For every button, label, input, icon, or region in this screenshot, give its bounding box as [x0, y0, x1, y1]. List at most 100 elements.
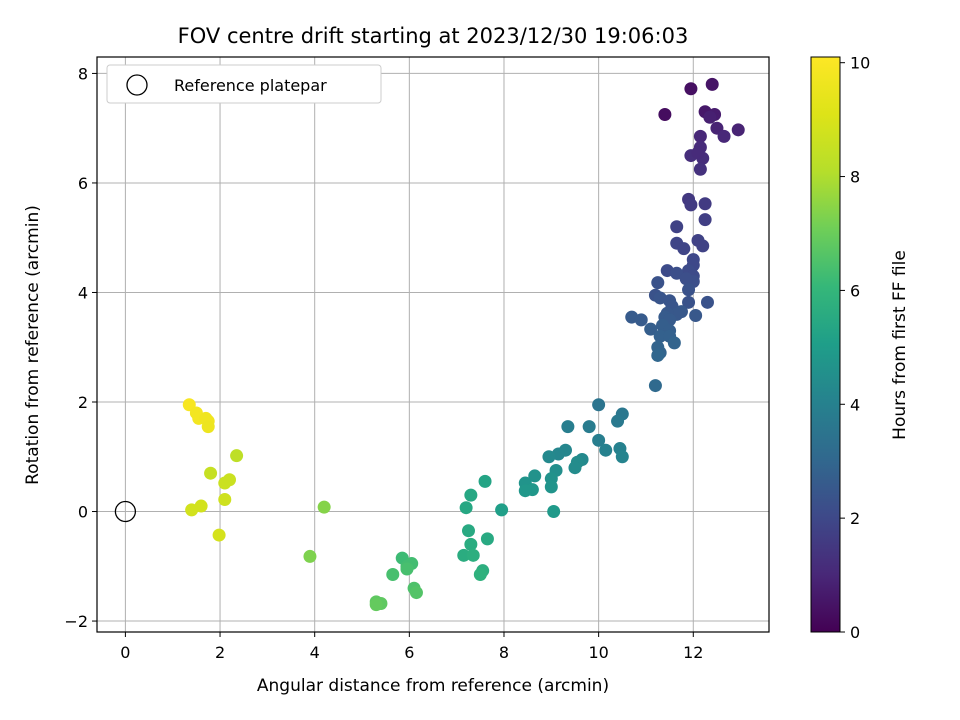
- data-point: [703, 110, 717, 124]
- data-point: [682, 283, 696, 297]
- data-point: [478, 474, 492, 488]
- y-axis-label: Rotation from reference (arcmin): [23, 205, 43, 485]
- data-point: [528, 469, 542, 483]
- legend-label: Reference platepar: [174, 76, 327, 95]
- colorbar-tick-label: 8: [850, 168, 860, 187]
- data-point: [457, 548, 471, 562]
- data-point: [212, 528, 226, 542]
- x-axis-label: Angular distance from reference (arcmin): [257, 676, 609, 696]
- chart-title: FOV centre drift starting at 2023/12/30 …: [178, 24, 689, 48]
- data-point: [677, 242, 691, 256]
- y-tick-label: 4: [78, 283, 88, 302]
- data-point: [644, 322, 658, 336]
- colorbar-ticks: 0 2 4 6 8 10: [840, 54, 870, 642]
- data-point: [464, 488, 478, 502]
- data-point: [693, 162, 707, 176]
- data-point: [204, 466, 218, 480]
- data-point: [201, 420, 215, 434]
- colorbar: 0 2 4 6 8 10 Hours from first FF file: [810, 54, 910, 642]
- data-point: [544, 480, 558, 494]
- x-tick-label: 0: [120, 643, 130, 662]
- data-point: [651, 348, 665, 362]
- data-point: [495, 503, 509, 517]
- y-tick-label: 6: [78, 174, 88, 193]
- y-tick-label: 2: [78, 393, 88, 412]
- data-point: [670, 220, 684, 234]
- data-point: [386, 568, 400, 581]
- y-tick-label: −2: [64, 612, 88, 631]
- data-point: [400, 562, 414, 576]
- data-point: [218, 492, 232, 506]
- data-point: [731, 123, 745, 137]
- data-point: [459, 501, 473, 515]
- x-axis-ticks: 0 2 4 6 8 10 12: [120, 632, 703, 662]
- data-point: [682, 295, 696, 309]
- data-point: [547, 505, 561, 519]
- data-point: [582, 420, 596, 434]
- data-points: [182, 77, 745, 612]
- data-point: [648, 379, 662, 393]
- y-axis-ticks: −2 0 2 4 6 8: [64, 64, 97, 631]
- colorbar-tick-label: 0: [850, 623, 860, 642]
- data-point: [700, 295, 714, 309]
- data-point: [230, 449, 244, 463]
- data-point: [698, 213, 712, 227]
- colorbar-tick-label: 4: [850, 395, 860, 414]
- data-point: [464, 537, 478, 551]
- data-point: [658, 108, 672, 121]
- data-point: [611, 414, 625, 428]
- data-point: [689, 308, 703, 322]
- data-point: [592, 398, 606, 412]
- data-point: [568, 461, 582, 475]
- data-point: [679, 272, 693, 286]
- data-point: [599, 443, 613, 457]
- colorbar-tick-label: 10: [850, 54, 870, 73]
- data-point: [480, 532, 494, 546]
- data-point: [409, 586, 423, 600]
- reference-marker-group: [114, 500, 137, 523]
- data-point: [473, 568, 487, 581]
- data-point: [696, 239, 710, 253]
- data-point: [653, 329, 667, 343]
- data-point: [561, 420, 575, 434]
- y-tick-label: 0: [78, 503, 88, 522]
- data-point: [705, 77, 719, 91]
- data-point: [369, 598, 383, 612]
- data-point: [698, 197, 712, 211]
- data-point: [691, 146, 705, 160]
- data-point: [615, 450, 629, 464]
- data-point: [651, 276, 665, 290]
- legend: Reference platepar: [106, 64, 382, 104]
- data-point: [717, 129, 731, 143]
- data-point: [518, 484, 532, 498]
- data-point: [693, 129, 707, 143]
- x-tick-label: 8: [499, 643, 509, 662]
- data-point: [634, 313, 648, 327]
- reference-platepar-marker: [114, 500, 137, 523]
- data-point: [317, 500, 331, 514]
- colorbar-tick-label: 6: [850, 281, 860, 300]
- data-point: [185, 503, 199, 517]
- data-point: [684, 82, 698, 96]
- colorbar-tick-label: 2: [850, 509, 860, 528]
- x-tick-label: 2: [215, 643, 225, 662]
- data-point: [684, 198, 698, 212]
- x-tick-label: 12: [683, 643, 703, 662]
- plot-frame: [96, 56, 770, 633]
- data-point: [592, 433, 606, 447]
- grid-lines: [97, 57, 769, 632]
- data-point: [218, 476, 232, 490]
- data-point: [466, 548, 480, 562]
- data-point: [542, 450, 556, 464]
- x-tick-label: 6: [404, 643, 414, 662]
- legend-marker-circle: [126, 74, 148, 96]
- data-point: [667, 336, 681, 350]
- data-point: [461, 524, 475, 538]
- colorbar-gradient: [810, 56, 841, 633]
- data-point: [670, 266, 684, 280]
- x-tick-label: 4: [310, 643, 320, 662]
- data-point: [303, 549, 317, 563]
- legend-box: [106, 64, 382, 104]
- x-tick-label: 10: [588, 643, 608, 662]
